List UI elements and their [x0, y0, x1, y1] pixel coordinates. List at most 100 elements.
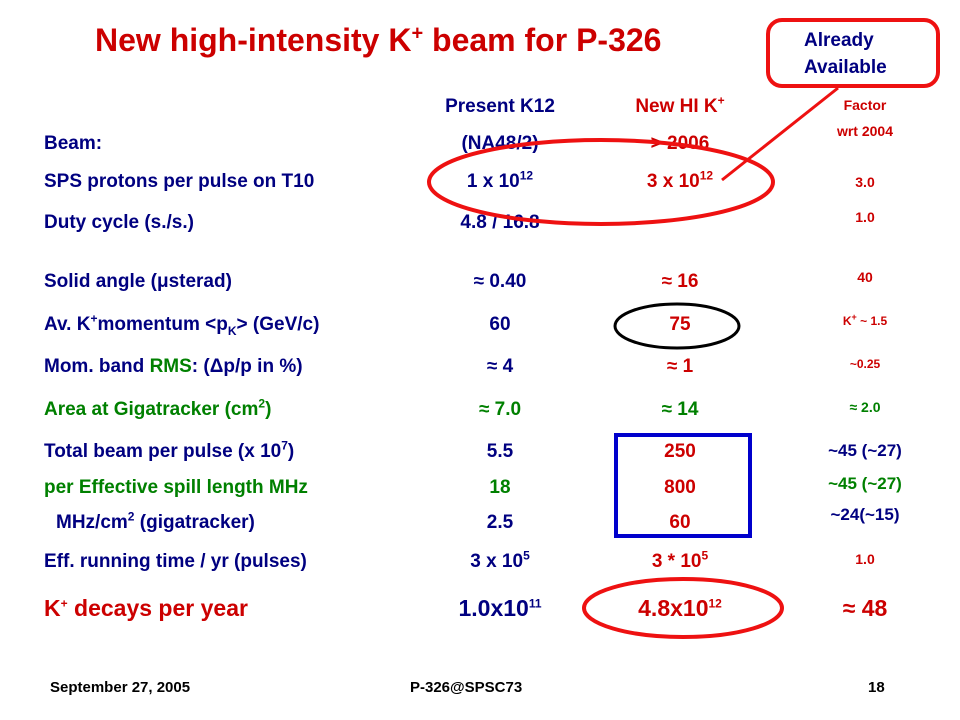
- band-label-b: : (: [191, 356, 210, 377]
- total-label-a: Total beam per pulse (x 10: [44, 441, 282, 462]
- row-kdec-label: K+ decays per year: [44, 595, 248, 622]
- row-eff-label: Eff. running time / yr (pulses): [44, 551, 307, 572]
- row-area-c3: ≈ 2.0: [849, 399, 881, 415]
- kdec-label-b: decays per year: [67, 595, 248, 621]
- row-sps-label: SPS protons per pulse on T10: [44, 171, 315, 192]
- eff-c2-sup: 5: [701, 548, 709, 563]
- row-mom-c3: K+ ~ 1.5: [800, 312, 930, 329]
- row-eff-c1: 3 x 105: [440, 548, 560, 573]
- solid-label-mu: μ: [156, 271, 169, 292]
- kdec-label-a: K: [44, 595, 61, 621]
- mhz-label-b: (gigatracker): [134, 512, 255, 533]
- row-band-c1: ≈ 4: [486, 356, 514, 377]
- title-suffix: beam for P-326: [423, 22, 662, 58]
- eff-c1-sup: 5: [523, 548, 530, 563]
- band-label-delta: Δ: [209, 356, 224, 377]
- row-spill-c3: ~45 (~27): [828, 474, 902, 493]
- col2-header-text: New HI K: [635, 96, 718, 117]
- row-eff-c3: 1.0: [855, 551, 875, 567]
- row-eff-c2: 3 * 105: [600, 548, 760, 573]
- row-duty-c3: 1.0: [855, 209, 875, 225]
- kdec-label-sup: +: [60, 596, 68, 611]
- callout-line2: Available: [804, 57, 887, 78]
- kdec-c2-sup: 12: [708, 596, 722, 611]
- row-solid-c1: ≈ 0.40: [473, 271, 527, 292]
- row-mhz-label: MHz/cm2 (gigatracker): [56, 509, 255, 534]
- row-kdec-c3: ≈ 48: [842, 595, 888, 621]
- band-label-a: Mom. band: [44, 356, 150, 377]
- sps-c2-sup: 12: [699, 168, 714, 183]
- row-total-label: Total beam per pulse (x 107): [44, 438, 295, 463]
- row-kdec-c1: 1.0x1011: [440, 595, 560, 622]
- row-total-c1: 5.5: [486, 441, 514, 462]
- row-mom-label: Av. K+momentum <pK> (GeV/c): [44, 311, 320, 338]
- kdec-c1-sup: 11: [528, 596, 542, 611]
- eff-c2-text: 3 * 10: [651, 551, 702, 572]
- row-sps-c1: 1 x 1012: [440, 168, 560, 193]
- row-duty-c1: 4.8 / 16.8: [460, 212, 540, 233]
- row-spill-label: per Effective spill length MHz: [44, 477, 308, 498]
- row-spill-c1: 18: [489, 477, 511, 498]
- row-spill-c2: 800: [664, 477, 696, 498]
- title-prefix: New high-intensity K: [95, 22, 412, 58]
- row-mom-c2: 75: [669, 314, 691, 335]
- mom-label-c: > (GeV/c): [236, 314, 320, 335]
- row-area-label: Area at Gigatracker (cm2): [44, 396, 272, 421]
- row-mhz-c3: ~24(~15): [830, 505, 900, 524]
- band-label-c: p/p in %): [223, 356, 303, 377]
- row-mom-c1: 60: [489, 314, 511, 335]
- band-label-rms: RMS: [149, 356, 192, 377]
- total-label-b: ): [287, 441, 295, 462]
- sps-c1-sup: 12: [519, 168, 534, 183]
- title-sup: +: [411, 22, 424, 45]
- row-solid-c3: 40: [857, 269, 873, 285]
- col3-header-1: Factor: [843, 97, 887, 113]
- solid-label-a: Solid angle (: [44, 271, 157, 292]
- row-sps-c3: 3.0: [855, 174, 875, 190]
- col2-header-sup: +: [717, 93, 725, 108]
- row-solid-label: Solid angle (μsterad): [44, 271, 232, 293]
- row-sps-c2: 3 x 1012: [600, 168, 760, 193]
- page-title: New high-intensity K+ beam for P-326: [95, 22, 661, 59]
- kdec-c1-text: 1.0x10: [458, 595, 529, 621]
- eff-c1-text: 3 x 10: [470, 551, 524, 572]
- beam-label: Beam:: [44, 133, 103, 154]
- mom-c3-b: ~ 1.5: [856, 314, 888, 328]
- col2-header-2: > 2006: [650, 133, 710, 154]
- mom-c3-text: K: [842, 314, 852, 328]
- footer-date: September 27, 2005: [50, 679, 191, 696]
- mom-c3-sup: +: [851, 312, 857, 322]
- mom-label-sub: K: [227, 323, 237, 338]
- row-band-c3: ~0.25: [849, 357, 881, 371]
- area-label-a: Area at Gigatracker (cm: [44, 399, 259, 420]
- row-total-c3: ~45 (~27): [828, 441, 902, 460]
- col1-header-1: Present K12: [445, 96, 555, 117]
- area-label-b: ): [265, 399, 272, 420]
- row-band-c2: ≈ 1: [666, 356, 694, 377]
- mom-label-a: Av. K: [44, 314, 91, 335]
- callout-line1: Already: [804, 30, 874, 51]
- mom-label-b: momentum <p: [97, 314, 228, 335]
- total-label-sup: 7: [281, 438, 288, 453]
- mhz-label-sup: 2: [127, 509, 135, 524]
- row-solid-c2: ≈ 16: [661, 271, 699, 292]
- sps-c1-text: 1 x 10: [466, 171, 520, 192]
- mom-label-sup: +: [90, 311, 98, 326]
- solid-label-b: sterad): [168, 271, 232, 292]
- row-duty-label: Duty cycle (s./s.): [44, 212, 194, 233]
- area-label-sup: 2: [258, 396, 266, 411]
- col2-header-1: New HI K+: [600, 93, 760, 118]
- row-mhz-c1: 2.5: [486, 512, 514, 533]
- already-available-callout: Already Available: [766, 18, 940, 88]
- footer-center: P-326@SPSC73: [410, 679, 523, 696]
- kdec-c2-text: 4.8x10: [638, 595, 709, 621]
- col3-header-2: wrt 2004: [836, 123, 894, 139]
- row-area-c1: ≈ 7.0: [478, 399, 522, 420]
- sps-c2-text: 3 x 10: [646, 171, 700, 192]
- row-mhz-c2: 60: [669, 512, 691, 533]
- row-kdec-c2: 4.8x1012: [600, 595, 760, 622]
- row-band-label: Mom. band RMS: (Δp/p in %): [44, 356, 303, 378]
- row-total-c2: 250: [664, 441, 696, 462]
- footer-page: 18: [868, 679, 885, 696]
- row-area-c2: ≈ 14: [661, 399, 699, 420]
